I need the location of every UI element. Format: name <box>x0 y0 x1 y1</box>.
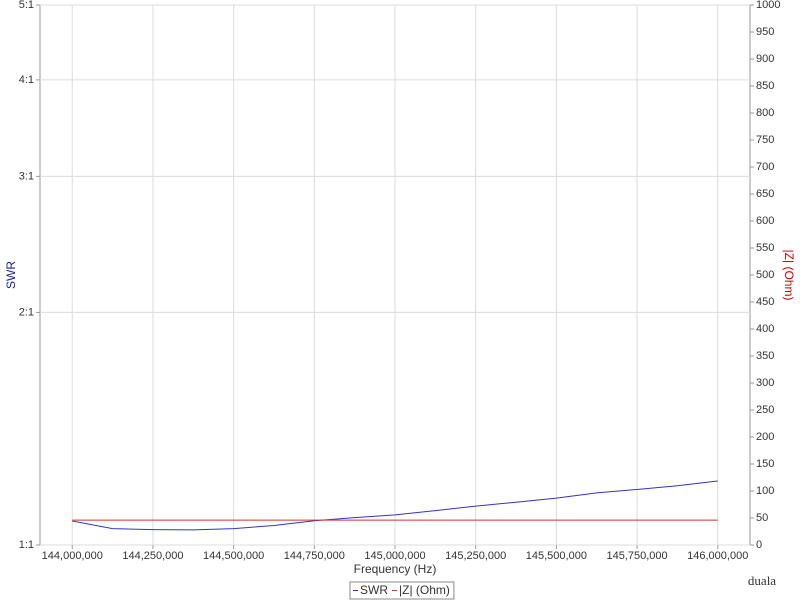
x-tick-label: 145,500,000 <box>526 550 587 562</box>
legend-box <box>349 581 455 600</box>
x-axis-title: Frequency (Hz) <box>354 562 437 576</box>
y2-tick-label: 950 <box>756 26 774 38</box>
y2-tick-label: 50 <box>756 512 768 524</box>
y-tick-label: 4:1 <box>19 74 34 86</box>
y2-tick-label: 550 <box>756 242 774 254</box>
watermark: duala <box>748 573 776 588</box>
legend-label: |Z| (Ohm) <box>399 583 450 597</box>
y2-tick-label: 700 <box>756 161 774 173</box>
x-tick-label: 144,000,000 <box>42 550 103 562</box>
y2-tick-label: 150 <box>756 458 774 470</box>
y2-tick-label: 800 <box>756 107 774 119</box>
y2-tick-label: 350 <box>756 350 774 362</box>
y2-tick-label: 900 <box>756 53 774 65</box>
x-tick-label: 144,750,000 <box>284 550 345 562</box>
x-tick-label: 145,250,000 <box>445 550 506 562</box>
y2-axis-title: |Z| (Ohm) <box>782 250 796 301</box>
y-tick-label: 1:1 <box>19 539 34 551</box>
y2-tick-label: 750 <box>756 134 774 146</box>
y2-tick-label: 0 <box>756 539 762 551</box>
x-tick-label: 145,000,000 <box>364 550 425 562</box>
y2-tick-label: 300 <box>756 377 774 389</box>
y-axis-title: SWR <box>4 261 18 289</box>
y2-tick-label: 500 <box>756 269 774 281</box>
x-tick-label: 146,000,000 <box>687 550 748 562</box>
y2-tick-label: 850 <box>756 80 774 92</box>
y-tick-label: 5:1 <box>19 0 34 11</box>
y2-tick-label: 100 <box>756 485 774 497</box>
x-tick-label: 144,250,000 <box>122 550 183 562</box>
x-tick-label: 144,500,000 <box>203 550 264 562</box>
y2-tick-label: 450 <box>756 296 774 308</box>
x-tick-label: 145,750,000 <box>606 550 667 562</box>
legend-label: SWR <box>360 583 388 597</box>
y2-tick-label: 250 <box>756 404 774 416</box>
y2-tick-label: 600 <box>756 215 774 227</box>
y2-tick-label: 650 <box>756 188 774 200</box>
y-tick-label: 3:1 <box>19 170 34 182</box>
y2-tick-label: 1000 <box>756 0 780 11</box>
series-line <box>72 480 718 531</box>
y-tick-label: 2:1 <box>19 306 34 318</box>
y2-tick-label: 400 <box>756 323 774 335</box>
y2-tick-label: 200 <box>756 431 774 443</box>
